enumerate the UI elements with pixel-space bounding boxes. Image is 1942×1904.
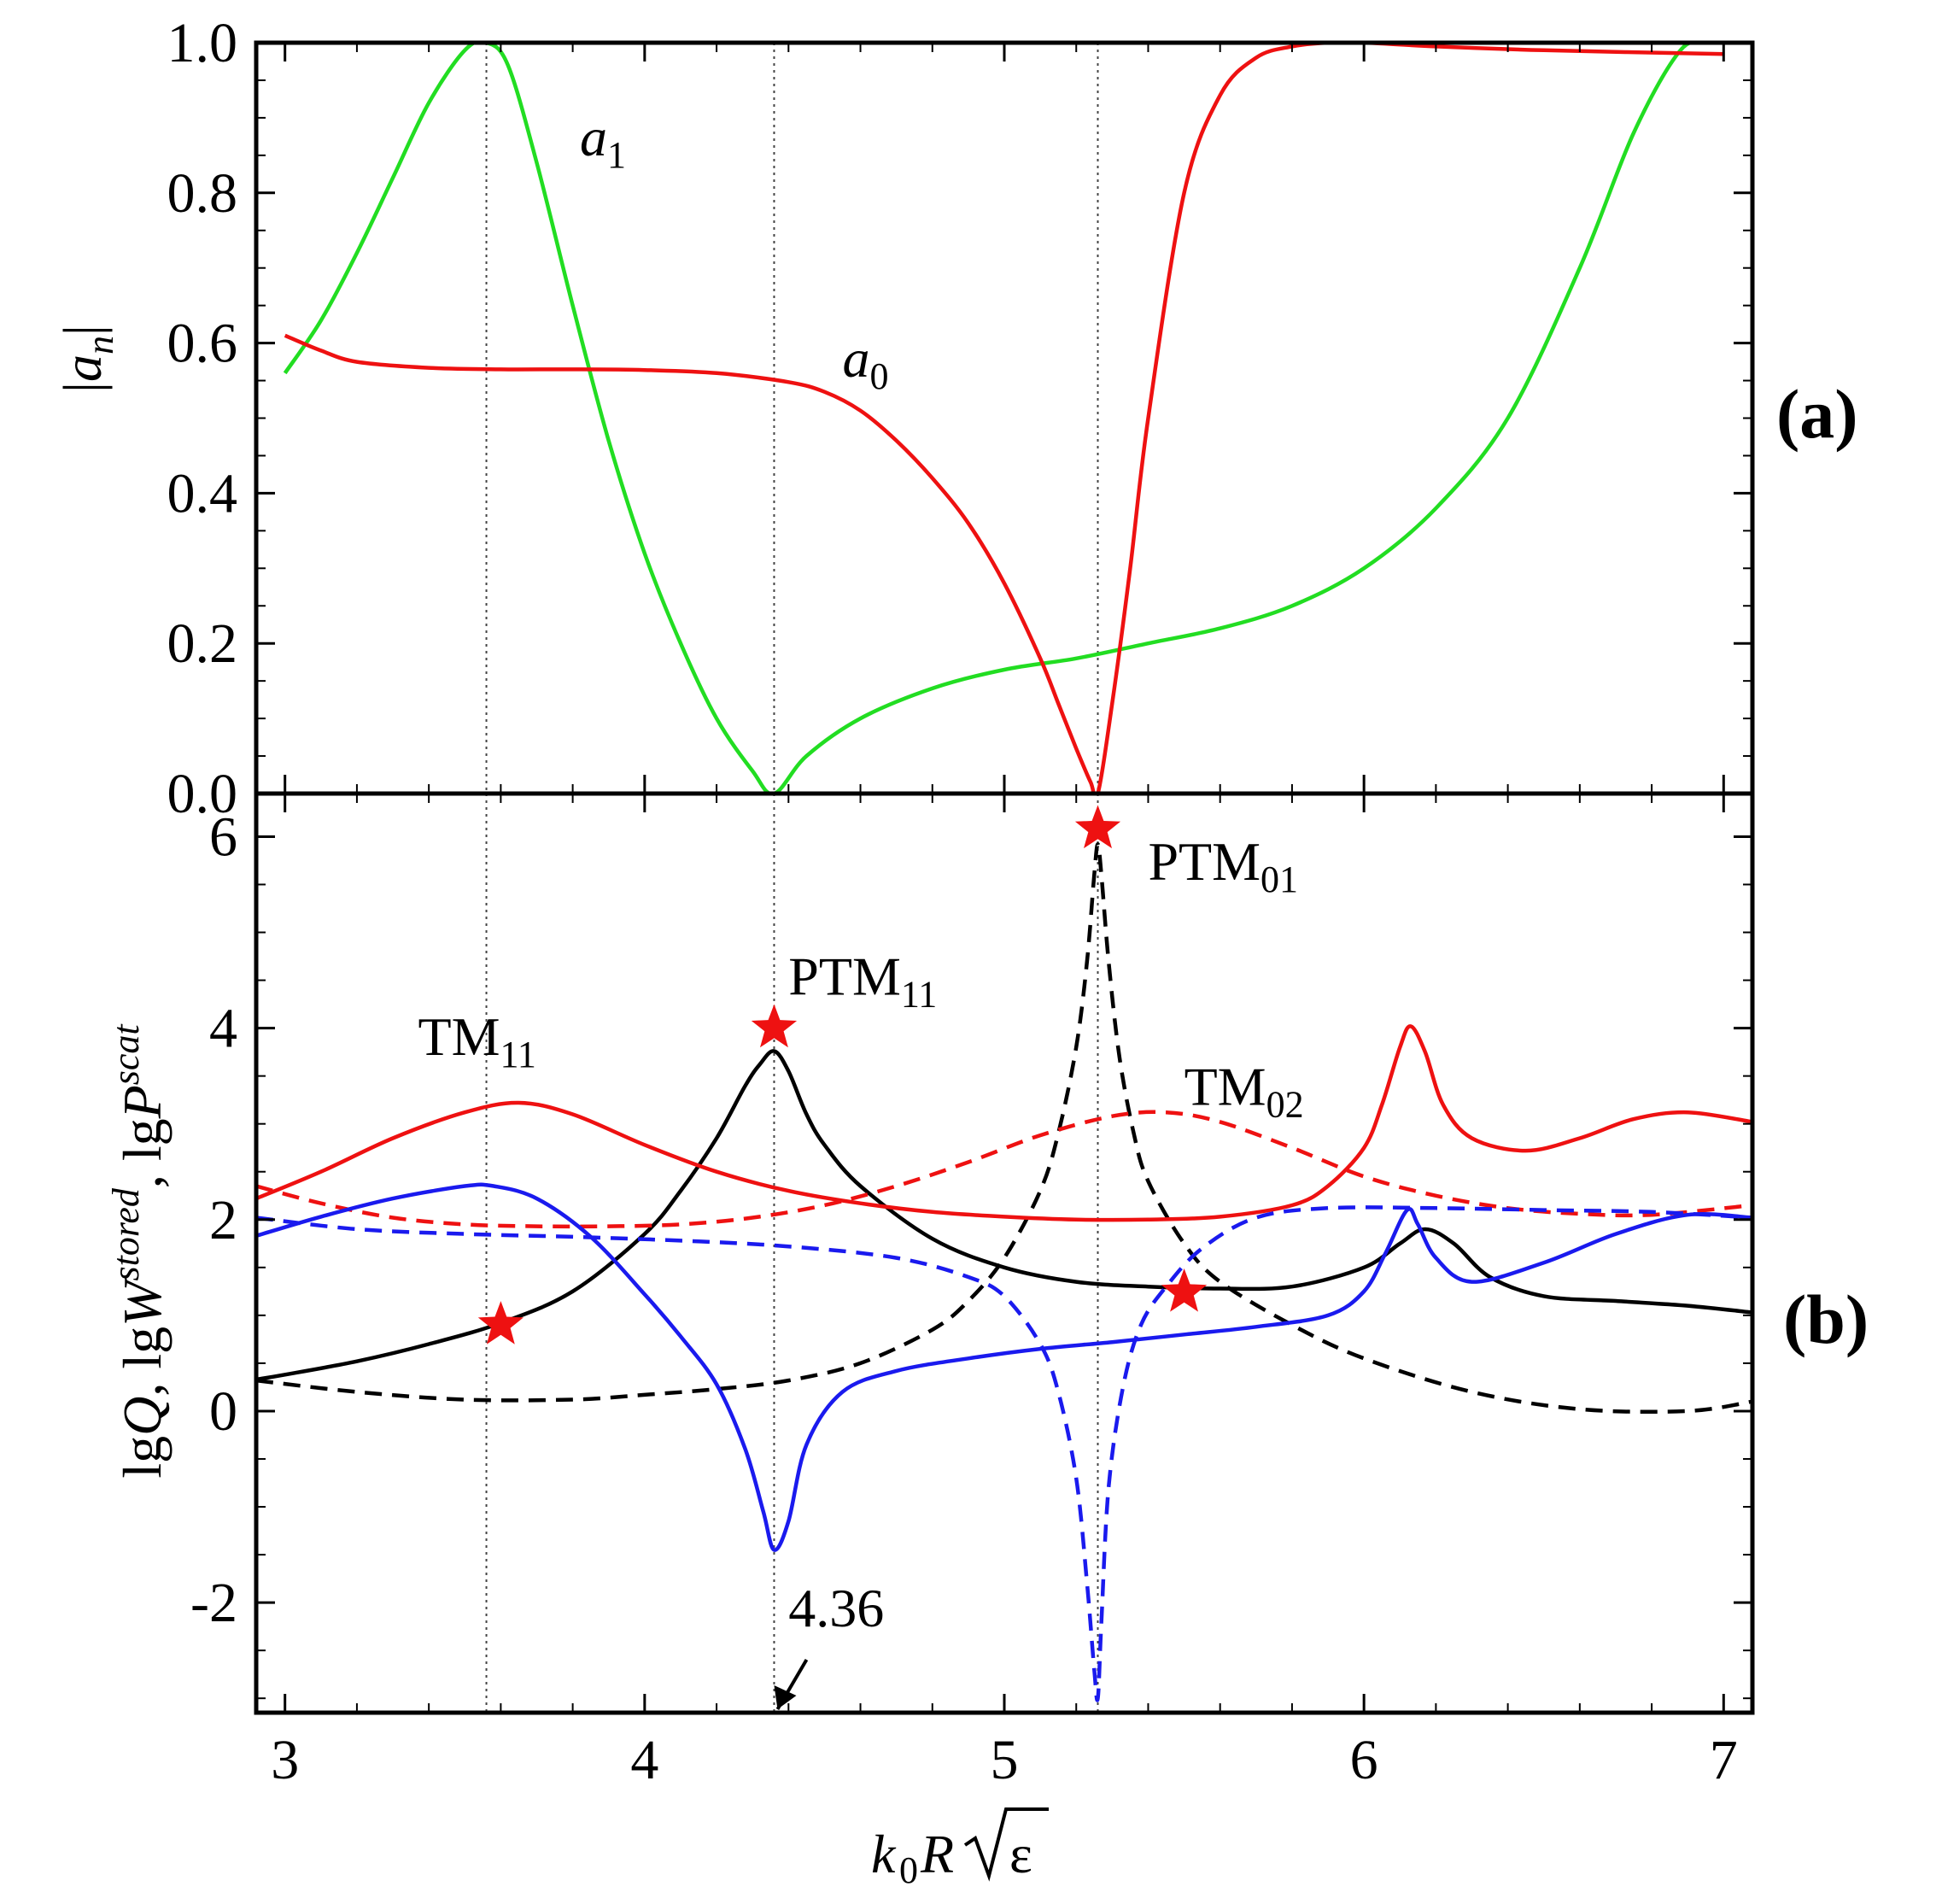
y-tick-label: 0.6 [167,313,238,375]
svg-text:ε: ε [1009,1824,1032,1884]
y-tick-label: 2 [209,1189,237,1251]
y-axis-title-a-main: a [52,354,113,382]
label-a0: a0 [842,328,888,397]
series-red-solid [256,1024,1752,1222]
y-tick-label: 0 [209,1380,237,1443]
y-tick-label: 0.8 [167,162,238,225]
svg-text:R: R [920,1824,954,1884]
plot-frame-b [254,791,1755,1715]
series-red-dashed [256,1110,1752,1229]
series-a0 [284,43,1724,794]
panel-label-b: (b) [1783,1280,1869,1358]
y-tick-label: 0.2 [167,612,238,675]
star-tm11 [477,1301,524,1345]
y-tick-label: 1.0 [167,12,238,74]
panel-a: 0.0 0.2 0.4 0.6 0.8 1.0 a1 a0 (a) |an| [52,12,1858,825]
label-ptm01: PTM01 [1148,831,1298,900]
panel-label-a: (a) [1776,375,1858,453]
arrow-annotation-text: 4.36 [788,1578,884,1638]
markers-b [477,805,1208,1345]
x-tick-label: 3 [271,1729,299,1791]
y-tick-label: 4 [209,998,237,1060]
x-tick-label: 5 [991,1729,1019,1791]
ticks-b: 3 4 5 6 7 -2 0 2 4 6 [190,794,1752,1791]
annotations-b: PTM01 PTM11 TM11 TM02 [418,831,1304,1125]
reference-lines-b [485,794,1099,1713]
series-a [283,43,1724,794]
y-tick-label: 6 [209,806,237,868]
series-a1 [283,43,1724,794]
y-tick-label: -2 [190,1572,237,1634]
x-axis-title: k 0 R ε [871,1807,1049,1891]
y-tick-label: 0.0 [167,763,238,825]
y-axis-title-a: |an| [52,325,121,393]
star-ptm11 [751,1004,798,1048]
label-ptm11: PTM11 [788,946,937,1015]
x-tick-label: 7 [1710,1729,1738,1791]
label-tm11: TM11 [418,1006,536,1075]
arrow-head [774,1685,797,1709]
reference-lines-a [485,43,1099,794]
star-tm02 [1161,1268,1208,1312]
series-blue-solid [256,1182,1752,1552]
label-a1: a1 [580,107,626,176]
label-tm02: TM02 [1185,1056,1304,1125]
series-b [256,842,1752,1702]
svg-text:lgQ, lgWstored, lgPscat: lgQ, lgWstored, lgPscat [105,1023,173,1479]
y-axis-title-b: lgQ, lgWstored, lgPscat [105,1023,173,1479]
arrow-annotation: 4.36 [774,1578,884,1711]
x-tick-label: 4 [630,1729,658,1791]
svg-text:0: 0 [899,1849,918,1891]
y-tick-label: 0.4 [167,462,238,524]
series-black-dashed [256,842,1752,1415]
series-blue-dashed [256,1205,1752,1702]
star-ptm01 [1074,805,1121,849]
y-axis-title-a-sub: n [79,336,121,354]
series-black-solid [256,1049,1752,1382]
svg-text:k: k [871,1824,897,1884]
svg-text:|an|: |an| [52,325,121,393]
series-labels-a: a1 a0 [580,107,888,397]
x-tick-label: 6 [1350,1729,1378,1791]
